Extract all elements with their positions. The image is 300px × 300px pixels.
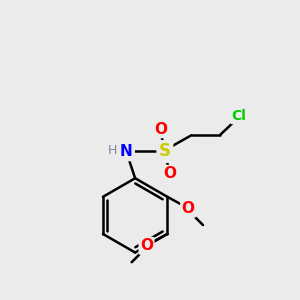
Text: O: O	[140, 238, 153, 253]
Text: O: O	[154, 122, 167, 137]
Text: O: O	[182, 201, 195, 216]
Text: O: O	[163, 166, 176, 181]
Text: Cl: Cl	[232, 109, 247, 123]
Text: H: H	[108, 143, 118, 157]
Text: S: S	[159, 142, 171, 160]
Text: N: N	[120, 144, 133, 159]
